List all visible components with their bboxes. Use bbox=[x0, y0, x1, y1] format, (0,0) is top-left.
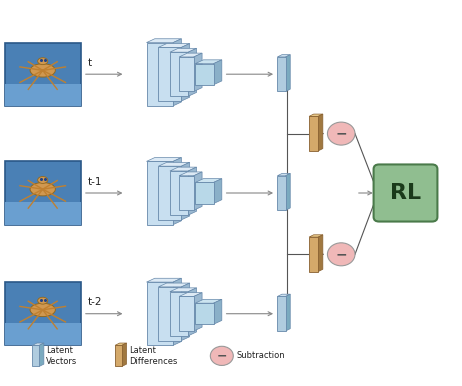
Bar bbox=[195, 183, 213, 203]
Polygon shape bbox=[194, 172, 202, 210]
Text: RL: RL bbox=[390, 183, 421, 203]
Bar bbox=[146, 282, 173, 345]
Bar bbox=[179, 176, 194, 210]
Polygon shape bbox=[170, 288, 196, 292]
Text: t-2: t-2 bbox=[87, 297, 102, 307]
Polygon shape bbox=[213, 179, 222, 203]
Polygon shape bbox=[286, 173, 290, 210]
Polygon shape bbox=[318, 114, 323, 151]
Bar bbox=[309, 237, 318, 272]
Bar bbox=[309, 116, 318, 151]
Polygon shape bbox=[146, 157, 182, 161]
Ellipse shape bbox=[30, 303, 55, 317]
Polygon shape bbox=[213, 60, 222, 85]
Bar bbox=[146, 161, 173, 225]
Polygon shape bbox=[318, 235, 323, 272]
Polygon shape bbox=[213, 300, 222, 324]
Bar bbox=[277, 176, 286, 210]
Polygon shape bbox=[158, 44, 190, 47]
Polygon shape bbox=[286, 294, 290, 331]
Polygon shape bbox=[188, 167, 196, 215]
Bar bbox=[277, 57, 286, 91]
Polygon shape bbox=[173, 39, 182, 106]
Polygon shape bbox=[158, 163, 190, 166]
Polygon shape bbox=[277, 294, 290, 296]
Polygon shape bbox=[188, 288, 196, 336]
Bar bbox=[5, 84, 80, 106]
Circle shape bbox=[328, 243, 355, 266]
Polygon shape bbox=[286, 55, 290, 91]
Bar bbox=[5, 161, 80, 225]
Text: −: − bbox=[217, 349, 227, 362]
Polygon shape bbox=[32, 343, 44, 345]
FancyBboxPatch shape bbox=[374, 164, 438, 222]
Polygon shape bbox=[309, 235, 323, 237]
Polygon shape bbox=[182, 283, 190, 340]
Polygon shape bbox=[170, 167, 196, 171]
Bar bbox=[5, 282, 80, 345]
Polygon shape bbox=[195, 300, 222, 303]
Polygon shape bbox=[277, 55, 290, 57]
Ellipse shape bbox=[30, 64, 55, 77]
Polygon shape bbox=[146, 39, 182, 42]
Polygon shape bbox=[188, 48, 196, 96]
Polygon shape bbox=[195, 60, 222, 64]
Bar bbox=[195, 64, 213, 85]
Polygon shape bbox=[182, 44, 190, 101]
Ellipse shape bbox=[38, 58, 48, 64]
Polygon shape bbox=[170, 48, 196, 52]
Bar bbox=[158, 287, 182, 340]
Ellipse shape bbox=[30, 183, 55, 196]
Polygon shape bbox=[277, 173, 290, 176]
Text: −: − bbox=[335, 247, 347, 261]
Bar bbox=[5, 323, 80, 345]
Bar bbox=[5, 203, 80, 225]
Text: Subtraction: Subtraction bbox=[237, 351, 285, 361]
Ellipse shape bbox=[38, 297, 48, 304]
Circle shape bbox=[210, 346, 233, 366]
Bar bbox=[158, 47, 182, 101]
Bar bbox=[195, 303, 213, 324]
Polygon shape bbox=[122, 343, 127, 366]
Text: −: − bbox=[335, 127, 347, 141]
Bar bbox=[5, 42, 80, 106]
Ellipse shape bbox=[38, 176, 48, 183]
Circle shape bbox=[328, 122, 355, 145]
Polygon shape bbox=[195, 179, 222, 183]
Polygon shape bbox=[158, 283, 190, 287]
Text: Latent
Vectors: Latent Vectors bbox=[46, 346, 78, 366]
Bar bbox=[179, 296, 194, 331]
Text: t: t bbox=[87, 58, 91, 68]
Polygon shape bbox=[179, 293, 202, 296]
Polygon shape bbox=[194, 293, 202, 331]
Polygon shape bbox=[39, 343, 44, 366]
Polygon shape bbox=[173, 278, 182, 345]
Polygon shape bbox=[179, 172, 202, 176]
Polygon shape bbox=[115, 343, 127, 345]
Polygon shape bbox=[179, 53, 202, 57]
Bar bbox=[179, 57, 194, 91]
Bar bbox=[170, 52, 188, 96]
Polygon shape bbox=[146, 278, 182, 282]
Polygon shape bbox=[309, 114, 323, 116]
Bar bbox=[170, 292, 188, 336]
Bar bbox=[32, 345, 39, 366]
Polygon shape bbox=[194, 53, 202, 91]
Bar bbox=[115, 345, 122, 366]
Polygon shape bbox=[182, 163, 190, 220]
Polygon shape bbox=[173, 157, 182, 225]
Bar bbox=[158, 166, 182, 220]
Bar bbox=[277, 296, 286, 331]
Bar bbox=[170, 171, 188, 215]
Bar bbox=[146, 42, 173, 106]
Text: t-1: t-1 bbox=[87, 176, 102, 186]
Text: Latent
Differences: Latent Differences bbox=[129, 346, 177, 366]
